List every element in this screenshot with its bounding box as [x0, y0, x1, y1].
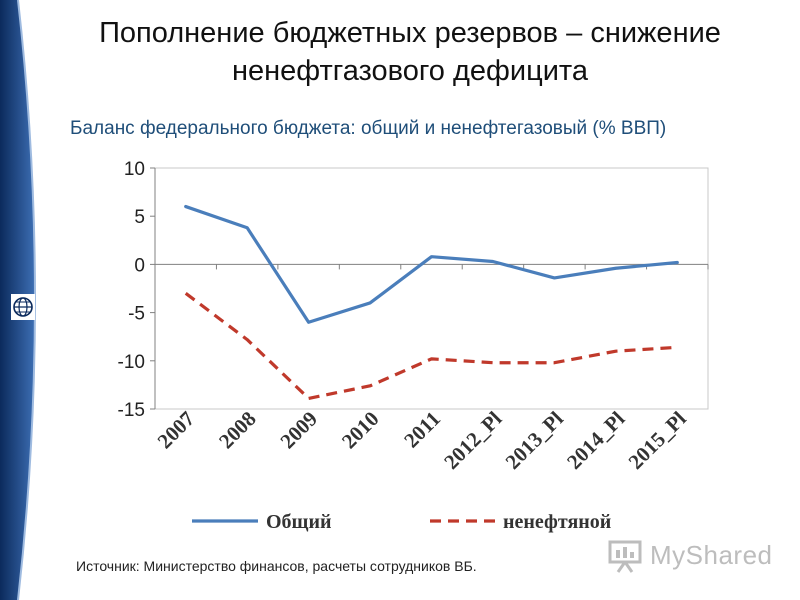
- chart-title: Баланс федерального бюджета: общий и нен…: [70, 118, 667, 139]
- series-lines: [184, 204, 679, 400]
- y-tick-label: 0: [134, 255, 145, 276]
- y-tick-labels: 10 5 0 -5 -10 -15: [118, 159, 155, 421]
- source-note: Источник: Министерство финансов, расчеты…: [76, 558, 477, 574]
- y-tick-label: 5: [134, 207, 145, 228]
- globe-logo-icon: [11, 294, 35, 320]
- x-tick-label: 2009: [275, 407, 322, 454]
- x-tick-label: 2015_Pl: [624, 406, 691, 473]
- watermark-text: MyShared: [650, 540, 773, 570]
- y-tick-label: -5: [128, 304, 145, 325]
- x-tick-label: 2013_Pl: [501, 406, 568, 473]
- y-tick-label: -10: [118, 352, 145, 373]
- slide-title-line2: ненефтгазового дефицита: [232, 55, 588, 87]
- y-tick-label: -15: [118, 400, 145, 421]
- x-tick-label: 2014_Pl: [562, 406, 629, 473]
- x-tick-label: 2012_Pl: [439, 406, 506, 473]
- slide-title-line1: Пополнение бюджетных резервов – снижение: [99, 17, 721, 49]
- x-tick-label: 2007: [153, 407, 200, 454]
- legend-label: ненефтяной: [503, 511, 611, 533]
- budget-balance-line-chart: 10 5 0 -5 -10 -15 2007 2008 2009 2010 20112012_Pl…: [118, 159, 709, 533]
- chart-legend: Общий ненефтяной: [192, 511, 611, 533]
- y-tick-label: 10: [124, 159, 145, 180]
- plot-area-frame: [154, 167, 709, 410]
- x-tick-label: 2008: [214, 407, 261, 454]
- myshared-watermark: MyShared: [606, 538, 772, 574]
- presentation-board-icon: [608, 540, 642, 573]
- x-tick-label: 2010: [337, 407, 384, 454]
- slide-title: Пополнение бюджетных резервов – снижение…: [60, 14, 760, 90]
- legend-label: Общий: [266, 511, 332, 533]
- x-tick-label: 2011: [399, 407, 445, 453]
- slide-sidebar-decoration: [0, 0, 36, 600]
